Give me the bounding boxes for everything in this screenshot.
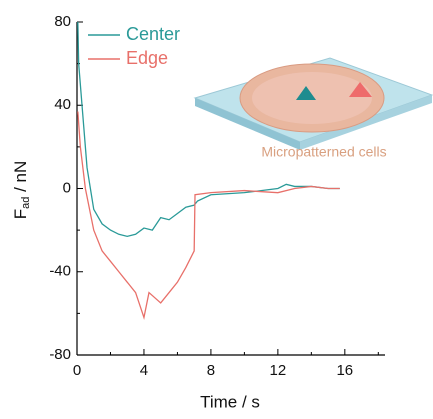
x-tick-label: 0 — [73, 362, 81, 379]
y-tick-label: 80 — [54, 13, 71, 30]
x-axis-label: Time / s — [200, 392, 260, 411]
legend-label: Center — [126, 24, 180, 44]
x-tick-label: 12 — [270, 362, 287, 379]
x-tick-label: 16 — [336, 362, 353, 379]
x-tick-label: 4 — [140, 362, 148, 379]
y-axis-label: Fad / nN — [11, 161, 31, 220]
y-label-sub: ad — [20, 197, 32, 209]
legend-label: Edge — [126, 48, 168, 68]
y-tick-label: -80 — [49, 346, 71, 363]
series-line — [77, 111, 340, 321]
inset-illustration — [193, 57, 433, 150]
y-label-main: F — [11, 209, 30, 219]
y-label-unit: / nN — [11, 161, 30, 197]
series-line — [77, 21, 340, 238]
y-tick-label: 40 — [54, 96, 71, 113]
y-tick-label: 0 — [63, 179, 71, 196]
annotation: Micropatterned cells — [261, 144, 386, 160]
y-tick-label: -40 — [49, 263, 71, 280]
x-tick-label: 8 — [207, 362, 215, 379]
